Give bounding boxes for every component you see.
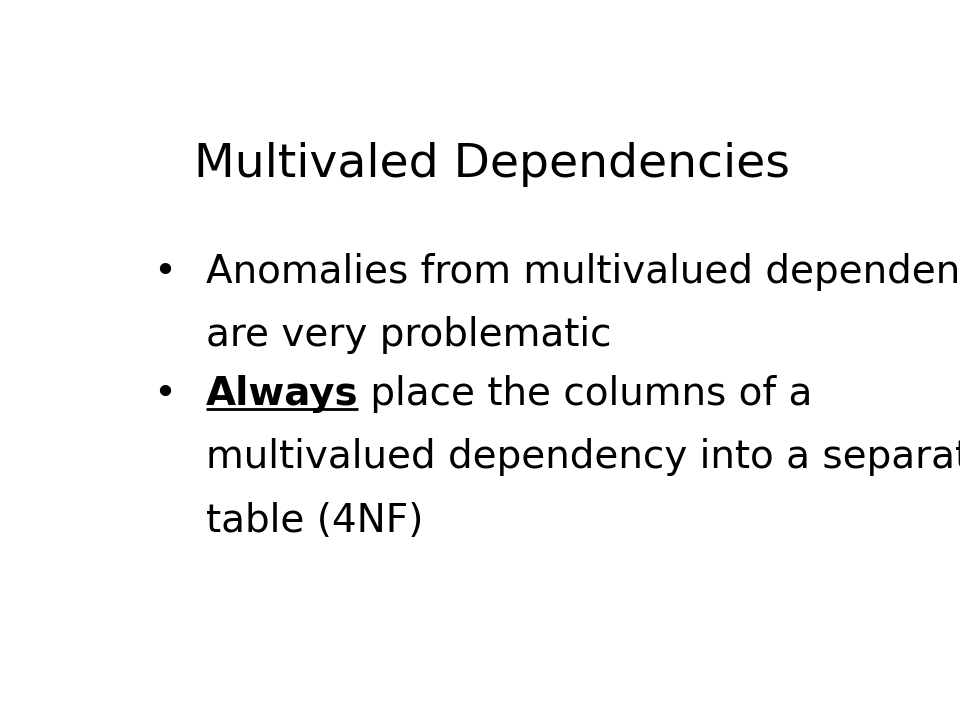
Text: Always: Always (205, 374, 358, 413)
Text: are very problematic: are very problematic (205, 317, 612, 354)
Text: multivalued dependency into a separate: multivalued dependency into a separate (205, 438, 960, 477)
Text: place the columns of a: place the columns of a (358, 374, 812, 413)
Text: •: • (154, 374, 176, 413)
Text: Multivaled Dependencies: Multivaled Dependencies (194, 142, 790, 186)
Text: Anomalies from multivalued dependencies: Anomalies from multivalued dependencies (205, 253, 960, 291)
Text: table (4NF): table (4NF) (205, 503, 423, 540)
Text: •: • (154, 253, 176, 291)
